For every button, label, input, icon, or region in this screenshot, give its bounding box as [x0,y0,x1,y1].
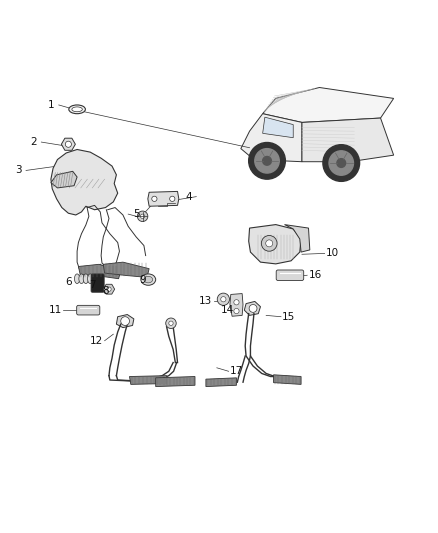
Polygon shape [61,138,75,150]
Polygon shape [51,171,77,188]
Ellipse shape [83,274,88,284]
Circle shape [217,293,230,305]
Ellipse shape [74,274,80,284]
Polygon shape [78,264,121,279]
Text: 16: 16 [308,270,321,280]
Text: 2: 2 [30,137,37,147]
Circle shape [234,300,239,305]
Ellipse shape [141,274,155,285]
Polygon shape [263,87,394,123]
Text: 17: 17 [230,366,243,376]
Polygon shape [206,378,237,386]
Circle shape [263,157,272,165]
Ellipse shape [69,105,85,114]
Polygon shape [155,376,195,386]
Circle shape [121,317,130,326]
Text: 11: 11 [49,305,62,315]
Text: 3: 3 [15,165,21,175]
Polygon shape [103,262,149,277]
Text: 9: 9 [139,276,146,286]
FancyBboxPatch shape [91,274,104,292]
Text: 5: 5 [133,209,139,219]
Text: 15: 15 [282,312,296,322]
Polygon shape [103,284,115,294]
Text: 4: 4 [185,192,192,201]
Circle shape [107,287,111,292]
Circle shape [249,304,257,312]
Circle shape [152,196,157,201]
Polygon shape [51,149,118,215]
Polygon shape [230,294,243,316]
Polygon shape [148,191,179,206]
Polygon shape [285,224,310,252]
Circle shape [170,196,175,201]
Ellipse shape [79,274,84,284]
Text: 7: 7 [89,280,95,290]
Text: 1: 1 [48,100,54,110]
Polygon shape [263,117,293,138]
Text: 8: 8 [102,286,109,295]
Circle shape [255,149,279,173]
Text: 10: 10 [326,248,339,259]
Circle shape [266,240,273,247]
Ellipse shape [88,274,93,284]
Circle shape [138,211,148,222]
Text: 14: 14 [221,305,234,315]
Circle shape [261,236,277,251]
Circle shape [65,141,71,147]
Circle shape [249,142,286,179]
Polygon shape [302,118,394,161]
Circle shape [329,151,353,175]
Circle shape [337,159,346,167]
FancyBboxPatch shape [276,270,304,280]
Polygon shape [249,224,301,264]
Polygon shape [241,114,302,161]
Circle shape [323,144,360,181]
Polygon shape [117,314,134,328]
Circle shape [221,297,226,302]
Text: 13: 13 [199,296,212,306]
Circle shape [169,321,173,326]
Circle shape [166,318,176,328]
Polygon shape [130,376,167,384]
Text: 12: 12 [90,336,103,346]
Circle shape [234,309,239,313]
FancyBboxPatch shape [77,305,100,315]
Ellipse shape [144,276,152,283]
Text: 6: 6 [65,277,72,287]
Polygon shape [244,302,261,316]
Polygon shape [274,375,301,384]
Ellipse shape [72,107,82,112]
Circle shape [141,214,145,219]
